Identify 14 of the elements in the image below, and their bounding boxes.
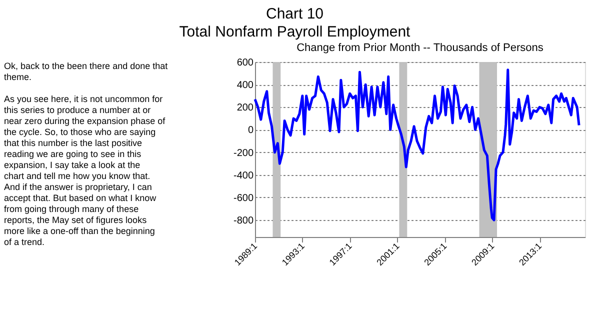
y-tick-label: -400 bbox=[233, 170, 254, 182]
text: Ok, back to the been there and done that theme. bbox=[4, 61, 168, 82]
y-tick-label: 400 bbox=[236, 80, 254, 92]
chart-title: Chart 10 bbox=[266, 6, 324, 22]
y-tick-label: -600 bbox=[233, 192, 254, 204]
y-tick-label: -200 bbox=[233, 148, 254, 159]
y-axis-title: Change from Prior Month -- Thousands of Persons bbox=[296, 42, 544, 54]
y-tick-label: 600 bbox=[236, 58, 254, 68]
text: As you see here, it is not uncommon for this series to produce a number at or near zero during the expansion phase of the cycle. So, to those who are saying that this number is the last positive reading we are going to see in this expansion, I say take a look at the chart and tell me how you know that. And if the answer is proprietary, I can accept that. But based on what I know from going through many of these reports, the May set of figures looks more like a one-off than the beginning of a trend. bbox=[4, 94, 166, 247]
chart-subtitle: Total Nonfarm Payroll Employment bbox=[179, 24, 412, 40]
y-tick-label: 200 bbox=[236, 102, 254, 114]
y-tick-label: -800 bbox=[233, 216, 254, 227]
line-series bbox=[254, 68, 580, 222]
y-tick-label: 0 bbox=[248, 125, 254, 136]
